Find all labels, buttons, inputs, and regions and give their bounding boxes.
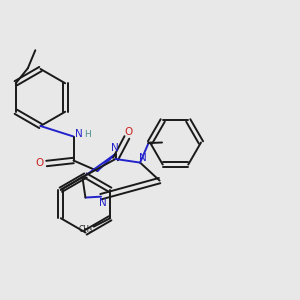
Text: N: N — [111, 143, 119, 153]
Text: CH₃: CH₃ — [78, 224, 92, 233]
Text: O: O — [36, 158, 44, 168]
Text: H: H — [85, 130, 91, 139]
Text: N: N — [75, 129, 83, 139]
Text: O: O — [124, 127, 133, 137]
Text: N: N — [99, 198, 106, 208]
Text: N: N — [139, 153, 147, 163]
